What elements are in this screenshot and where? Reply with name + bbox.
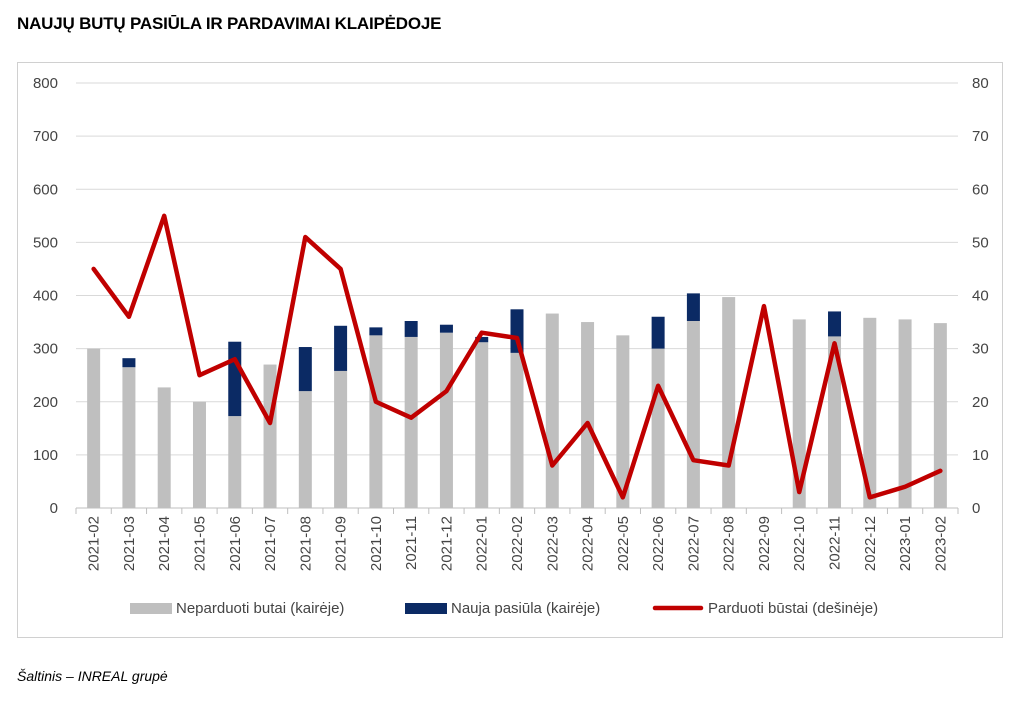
legend-label: Neparduoti butai (kairėje)	[176, 600, 344, 617]
y-left-tick-label: 200	[33, 394, 58, 411]
legend-item-unsold: Neparduoti butai (kairėje)	[130, 600, 344, 617]
legend-label: Nauja pasiūla (kairėje)	[451, 600, 600, 617]
x-tick-label: 2021-10	[368, 516, 385, 571]
y-right-tick-label: 10	[972, 447, 989, 464]
legend-swatch	[130, 603, 172, 614]
y-right-tick-label: 60	[972, 181, 989, 198]
bar-new-supply	[828, 311, 842, 337]
bar-unsold	[122, 367, 136, 508]
y-left-tick-label: 400	[33, 288, 58, 305]
bar-new-supply	[404, 321, 418, 337]
bar-unsold	[545, 313, 559, 508]
y-axis-left: 0 100 200 300 400 500 600 700 800	[33, 75, 58, 517]
y-left-tick-label: 0	[50, 500, 58, 517]
bar-new-supply	[369, 327, 383, 336]
y-right-tick-label: 20	[972, 394, 989, 411]
x-tick-label: 2021-07	[262, 516, 279, 571]
y-right-tick-label: 50	[972, 234, 989, 251]
bar-unsold	[651, 348, 665, 508]
bar-new-supply	[439, 324, 453, 333]
bar-new-supply	[686, 293, 700, 321]
y-left-tick-label: 700	[33, 128, 58, 145]
x-tick-label: 2021-04	[156, 516, 173, 571]
bar-unsold	[298, 391, 312, 508]
line-sold	[91, 213, 943, 500]
bar-unsold	[87, 348, 101, 508]
bar-unsold	[263, 364, 277, 508]
bar-unsold	[616, 335, 630, 508]
bar-unsold	[898, 319, 912, 508]
y-right-tick-label: 80	[972, 75, 989, 92]
x-tick-label: 2022-05	[615, 516, 632, 571]
line-series	[91, 213, 943, 500]
x-tick-label: 2022-07	[685, 516, 702, 571]
x-tick-label: 2021-11	[403, 516, 420, 570]
bar-unsold	[439, 332, 453, 508]
x-tick-label: 2022-09	[756, 516, 773, 571]
chart-title: NAUJŲ BUTŲ PASIŪLA IR PARDAVIMAI KLAIPĖD…	[17, 14, 442, 33]
x-tick-label: 2022-04	[580, 516, 597, 571]
bar-unsold	[404, 336, 418, 508]
bar-unsold	[828, 336, 842, 508]
x-tick-label: 2023-01	[897, 516, 914, 571]
x-tick-label: 2021-06	[227, 516, 244, 571]
x-tick-label: 2021-02	[86, 516, 103, 571]
y-left-tick-label: 800	[33, 75, 58, 92]
legend-swatch	[405, 603, 447, 614]
bar-unsold	[510, 352, 524, 508]
bar-unsold	[863, 317, 877, 508]
y-left-tick-label: 500	[33, 234, 58, 251]
y-right-tick-label: 40	[972, 288, 989, 305]
bar-unsold	[686, 321, 700, 508]
bar-unsold	[228, 416, 242, 508]
x-tick-label: 2022-11	[827, 516, 844, 570]
x-tick-label: 2022-06	[650, 516, 667, 571]
bar-unsold	[157, 387, 171, 508]
x-tick-label: 2021-08	[297, 516, 314, 571]
y-right-tick-label: 30	[972, 341, 989, 358]
bar-unsold	[192, 401, 206, 508]
bar-new-supply	[122, 358, 136, 368]
x-tick-label: 2022-03	[544, 516, 561, 571]
y-left-tick-label: 300	[33, 341, 58, 358]
y-axis-right: 0 10 20 30 40 50 60 70 80	[972, 75, 989, 517]
legend-label: Parduoti būstai (dešinėje)	[708, 600, 878, 617]
bar-unsold	[722, 297, 736, 508]
x-tick-label: 2021-12	[438, 516, 455, 571]
x-tick-label: 2023-02	[932, 516, 949, 571]
x-tick-label: 2022-10	[791, 516, 808, 571]
bar-unsold	[792, 319, 806, 508]
x-tick-label: 2022-12	[862, 516, 879, 571]
bar-unsold	[334, 370, 348, 508]
bar-unsold	[581, 322, 595, 508]
x-tick-label: 2022-02	[509, 516, 526, 571]
x-tick-label: 2022-08	[721, 516, 738, 571]
bar-new-supply	[334, 325, 348, 371]
y-right-tick-label: 70	[972, 128, 989, 145]
bar-unsold	[933, 323, 947, 508]
x-tick-label: 2021-09	[333, 516, 350, 571]
y-right-tick-label: 0	[972, 500, 980, 517]
x-axis: 2021-02 2021-03 2021-04 2021-05 2021-06 2021-…	[75, 507, 959, 571]
legend: Neparduoti butai (kairėje) Nauja pasiūla …	[130, 600, 878, 617]
x-tick-label: 2022-01	[474, 516, 491, 571]
bar-series	[87, 293, 947, 508]
bar-new-supply	[298, 347, 312, 392]
legend-item-sold: Parduoti būstai (dešinėje)	[652, 600, 878, 617]
source-note: Šaltinis – INREAL grupė	[17, 668, 168, 684]
y-left-tick-label: 600	[33, 181, 58, 198]
x-tick-label: 2021-03	[121, 516, 138, 571]
bar-new-supply	[228, 341, 242, 417]
bar-new-supply	[475, 336, 489, 343]
x-tick-label: 2021-05	[191, 516, 208, 571]
bar-unsold	[475, 342, 489, 508]
y-left-tick-label: 100	[33, 447, 58, 464]
bar-unsold	[369, 335, 383, 508]
bar-new-supply	[651, 316, 665, 349]
legend-item-new-supply: Nauja pasiūla (kairėje)	[405, 600, 600, 617]
chart-frame	[17, 62, 1003, 638]
